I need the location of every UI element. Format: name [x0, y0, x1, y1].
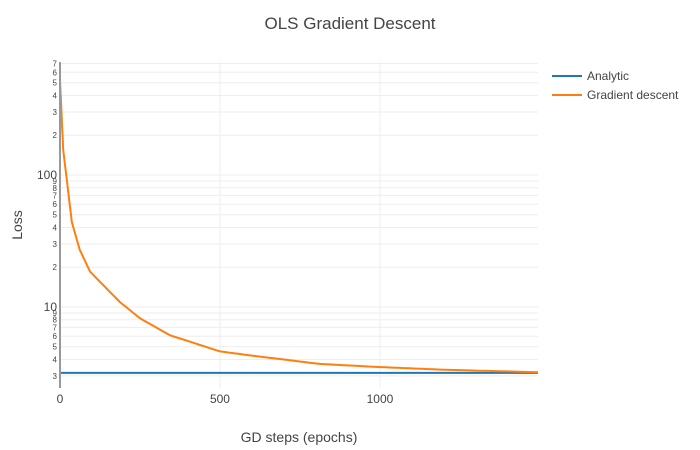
y-tick-label: 6: [53, 332, 58, 341]
y-tick-label: 7: [53, 59, 58, 68]
chart-title: OLS Gradient Descent: [264, 14, 436, 33]
legend-label: Gradient descent: [587, 87, 679, 102]
y-tick-label: 3: [53, 108, 58, 117]
y-tick-label: 5: [53, 79, 58, 88]
y-tick-label: 5: [53, 343, 58, 352]
data-lines: [59, 79, 539, 374]
y-tick-label: 7: [53, 323, 58, 332]
y-tick-label: 4: [53, 223, 58, 232]
legend-swatch-gradient-descent: [552, 93, 582, 96]
y-tick-label: 9: [53, 177, 58, 186]
y-tick-label: 2: [53, 263, 58, 272]
x-tick-label: 0: [57, 392, 64, 406]
y-tick-label: 8: [53, 316, 58, 325]
gridlines: [60, 62, 538, 388]
y-tick-label: 6: [53, 68, 58, 77]
y-tick-label: 10: [44, 300, 58, 314]
y-tick-label: 6: [53, 200, 58, 209]
x-tick-label: 500: [210, 392, 230, 406]
y-tick-label: 3: [53, 372, 58, 381]
series-line-gradient-descent: [59, 79, 539, 374]
y-tick-label: 5: [53, 211, 58, 220]
x-axis-label: GD steps (epochs): [240, 429, 358, 445]
legend-item-analytic[interactable]: Analytic: [552, 66, 678, 85]
legend-item-gradient-descent[interactable]: Gradient descent: [552, 85, 678, 104]
legend-label: Analytic: [587, 68, 630, 83]
legend-swatch-analytic: [552, 74, 582, 77]
y-tick-label: 3: [53, 240, 58, 249]
y-tick-label: 4: [53, 355, 58, 364]
y-tick-label: 4: [53, 92, 58, 101]
y-tick-label: 8: [53, 184, 58, 193]
x-tick-label: 1000: [367, 392, 394, 406]
y-tick-label: 2: [53, 131, 58, 140]
y-tick-label: 7: [53, 191, 58, 200]
y-tick-label: 9: [53, 309, 58, 318]
y-tick-label: 100: [37, 168, 57, 182]
legend: Analytic Gradient descent: [552, 66, 678, 104]
